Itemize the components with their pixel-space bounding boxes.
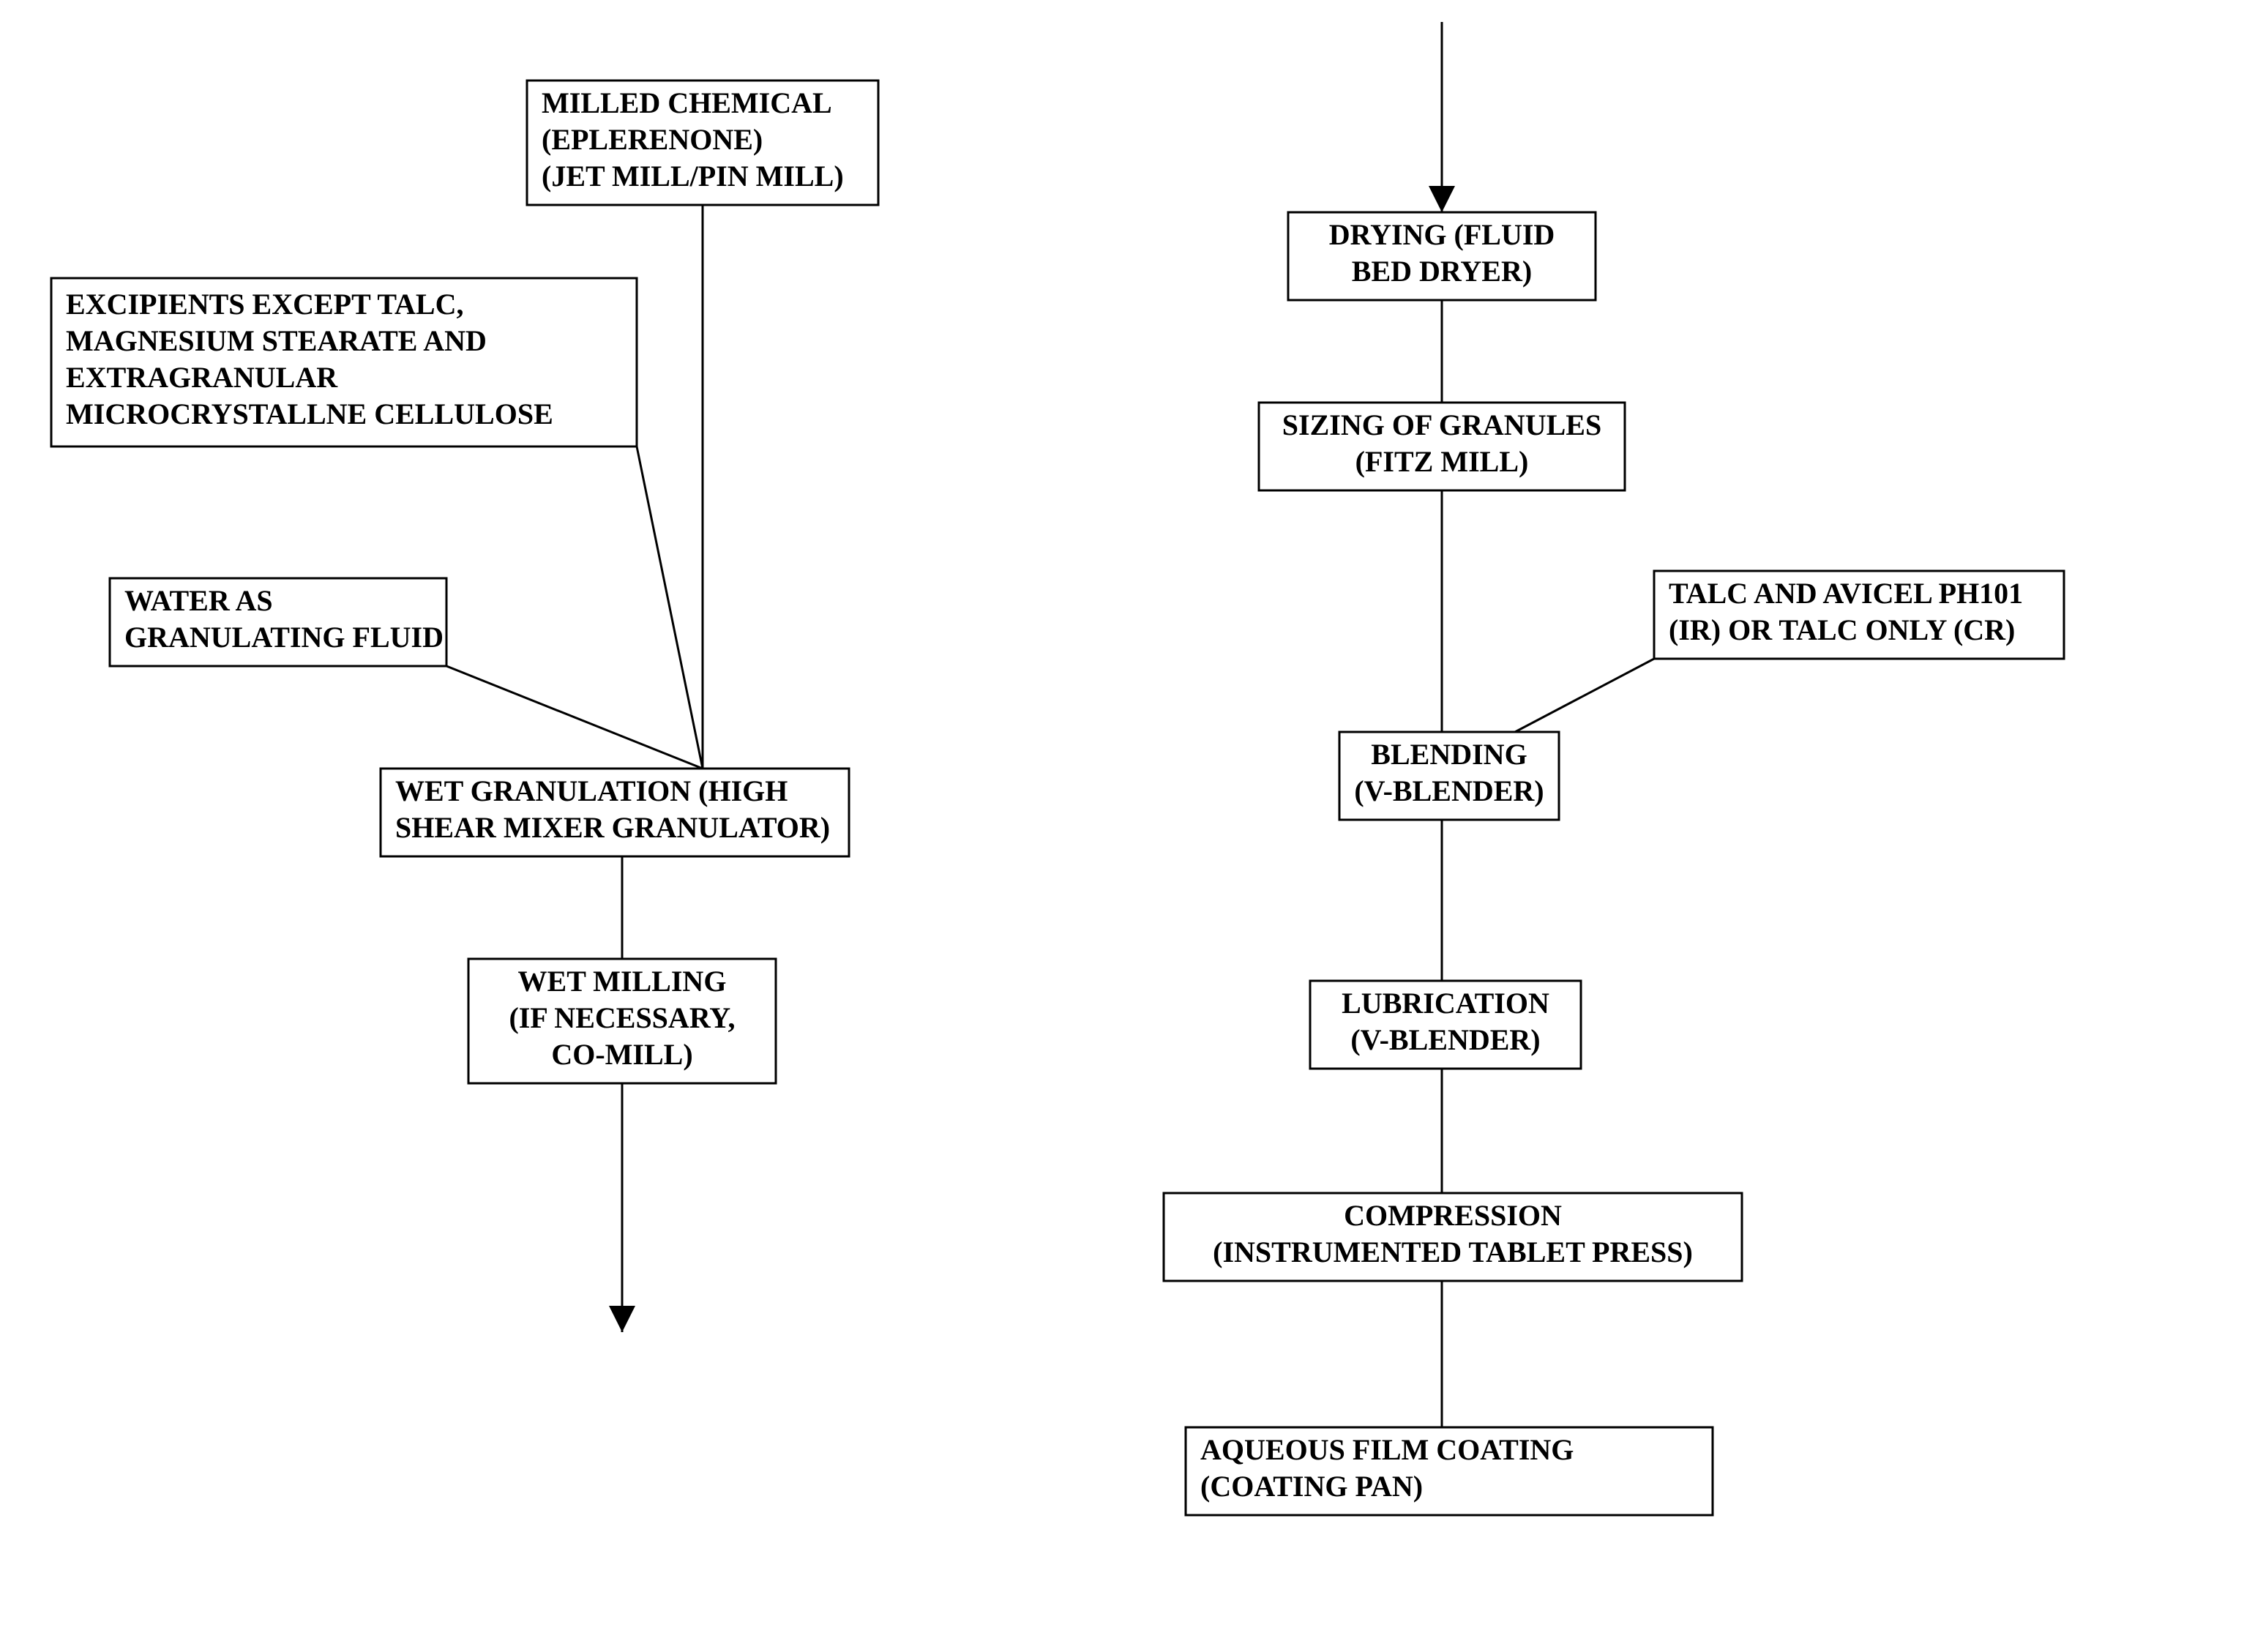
node-coat: AQUEOUS FILM COATING (COATING PAN)	[1186, 1427, 1713, 1515]
node-excip: EXCIPIENTS EXCEPT TALC,MAGNESIUM STEARAT…	[51, 278, 637, 446]
edge	[446, 666, 703, 769]
node-sizing: SIZING OF GRANULES (FITZ MILL)	[1259, 403, 1625, 490]
node-label: TALC AND AVICEL PH101	[1669, 577, 2023, 610]
node-milled: MILLED CHEMICAL (EPLERENONE) (JET MILL/PIN…	[527, 81, 878, 205]
node-drying: DRYING (FLUID BED DRYER)	[1288, 212, 1596, 300]
node-comp: COMPRESSION (INSTRUMENTED TABLET PRESS)	[1164, 1193, 1742, 1281]
node-label: GRANULATING FLUID	[124, 621, 444, 654]
node-label: SIZING OF GRANULES	[1282, 408, 1601, 441]
node-label: (V-BLENDER)	[1354, 774, 1544, 807]
node-label: WET MILLING	[518, 965, 727, 998]
node-label: DRYING (FLUID	[1329, 218, 1555, 251]
node-label: CO-MILL)	[551, 1038, 692, 1071]
node-water: WATER AS GRANULATING FLUID	[110, 578, 446, 666]
node-label: (EPLERENONE)	[542, 123, 763, 156]
node-label: (INSTRUMENTED TABLET PRESS)	[1213, 1236, 1693, 1268]
node-label: BLENDING	[1371, 738, 1527, 771]
node-label: COMPRESSION	[1344, 1199, 1562, 1232]
node-label: AQUEOUS FILM COATING	[1200, 1433, 1574, 1466]
node-label: LUBRICATION	[1342, 987, 1549, 1020]
node-label: (IR) OR TALC ONLY (CR)	[1669, 613, 2015, 646]
node-blend: BLENDING(V-BLENDER)	[1339, 732, 1559, 820]
node-label: EXTRAGRANULAR	[66, 361, 338, 394]
node-label: MAGNESIUM STEARATE AND	[66, 324, 487, 357]
arrowhead-icon	[1429, 186, 1455, 212]
edge	[637, 446, 703, 769]
node-label: EXCIPIENTS EXCEPT TALC,	[66, 288, 463, 321]
node-label: SHEAR MIXER GRANULATOR)	[395, 811, 830, 844]
node-label: WATER AS	[124, 584, 273, 617]
node-lub: LUBRICATION(V-BLENDER)	[1310, 981, 1581, 1069]
arrowhead-icon	[609, 1306, 635, 1332]
node-label: MILLED CHEMICAL	[542, 86, 832, 119]
edge	[1515, 659, 1654, 732]
node-label: MICROCRYSTALLNE CELLULOSE	[66, 397, 553, 430]
node-label: (V-BLENDER)	[1350, 1023, 1540, 1056]
node-label: BED DRYER)	[1352, 255, 1532, 288]
node-label: (COATING PAN)	[1200, 1470, 1423, 1503]
node-wetmill: WET MILLING(IF NECESSARY, CO-MILL)	[468, 959, 776, 1083]
node-label: WET GRANULATION (HIGH	[395, 774, 788, 807]
node-wetgran: WET GRANULATION (HIGH SHEAR MIXER GRANULA…	[381, 769, 849, 856]
node-label: (JET MILL/PIN MILL)	[542, 160, 844, 193]
flowchart-canvas: MILLED CHEMICAL (EPLERENONE) (JET MILL/PIN…	[0, 0, 2244, 1652]
node-label: (IF NECESSARY,	[509, 1001, 735, 1034]
node-label: (FITZ MILL)	[1355, 445, 1529, 478]
node-talc: TALC AND AVICEL PH101(IR) OR TALC ONLY (…	[1654, 571, 2064, 659]
